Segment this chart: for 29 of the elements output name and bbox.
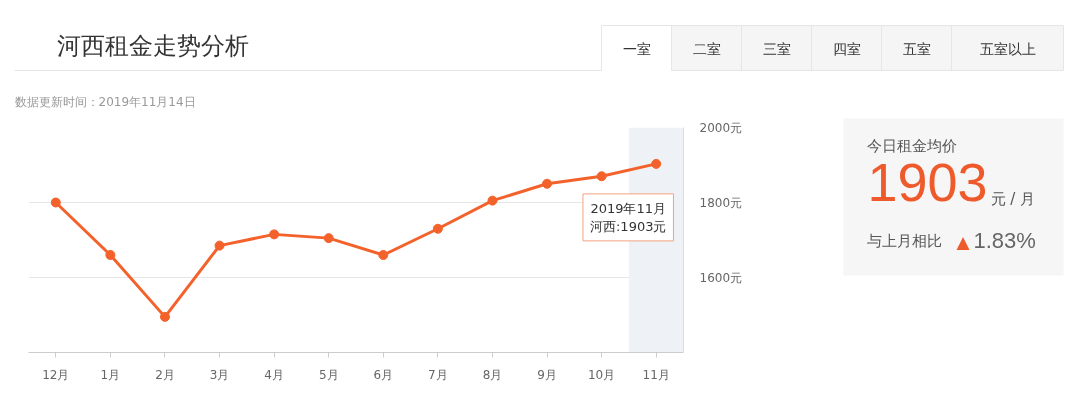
x-tick-label: 5月	[318, 367, 339, 382]
annotation: 2019年11月河西:1903元	[589, 200, 667, 234]
x-tick-label: 12月	[42, 367, 70, 382]
chart-subtitle: 数据更新时间：2019年11月14日	[14, 94, 196, 109]
x-tick-label: 6月	[373, 367, 394, 382]
x-tick-label: 9月	[537, 367, 557, 382]
x-tick-label: 3月	[209, 367, 230, 382]
text: 五室	[902, 40, 931, 57]
x-tick-label: 4月	[264, 367, 284, 382]
text: 四室	[832, 40, 861, 57]
text: 今日租金均价	[866, 136, 957, 155]
y-tick-label: 2000元	[699, 120, 743, 135]
text: 二室	[692, 40, 721, 57]
text: 元 / 月	[990, 189, 1036, 208]
y-tick-label: 1800元	[699, 195, 743, 210]
text: 与上月相比	[866, 231, 942, 250]
text: ▲1.83%	[956, 228, 1036, 253]
x-tick-label: 2月	[155, 367, 175, 382]
text: 三室	[762, 40, 791, 57]
x-tick-label: 7月	[428, 367, 448, 382]
text: 1903	[867, 152, 988, 212]
chart-title: 河西租金走势分析	[56, 31, 249, 60]
y-tick-label: 1600元	[699, 270, 743, 285]
text: 五室以上	[979, 40, 1036, 57]
x-tick-label: 11月	[642, 367, 670, 382]
text: 一室	[622, 40, 651, 57]
x-tick-label: 10月	[587, 367, 616, 382]
x-tick-label: 8月	[482, 367, 503, 382]
x-tick-label: 1月	[100, 367, 121, 382]
